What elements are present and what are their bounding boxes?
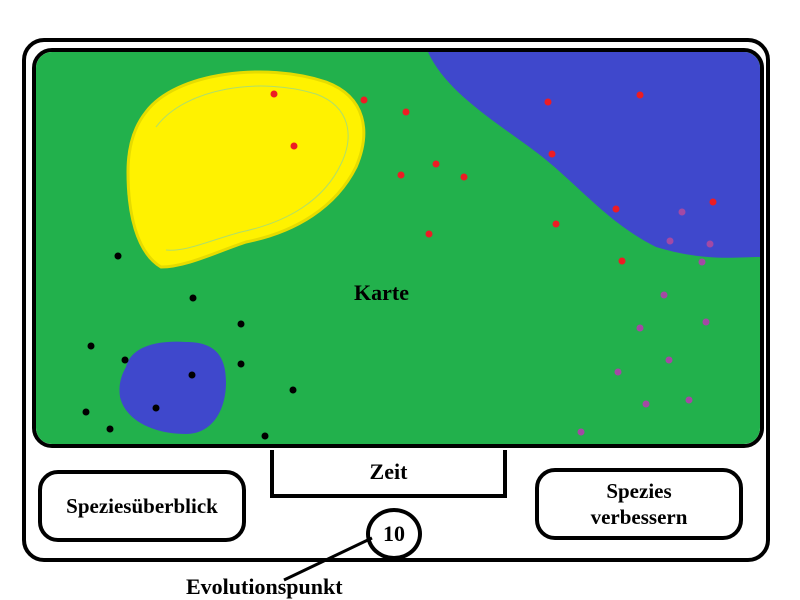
black-species-unit[interactable]: [121, 356, 129, 364]
species-overview-button[interactable]: Speziesüberblick: [38, 470, 246, 542]
time-display: Zeit: [270, 450, 507, 498]
black-species-unit[interactable]: [87, 342, 95, 350]
purple-species-unit[interactable]: [577, 428, 585, 436]
red-species-unit[interactable]: [425, 230, 433, 238]
black-species-unit[interactable]: [152, 404, 160, 412]
species-overview-label: Speziesüberblick: [66, 493, 218, 518]
purple-species-unit[interactable]: [706, 240, 714, 248]
map-canvas: [36, 52, 760, 444]
black-species-unit[interactable]: [189, 294, 197, 302]
purple-species-unit[interactable]: [636, 324, 644, 332]
red-species-unit[interactable]: [636, 91, 644, 99]
red-species-unit[interactable]: [360, 96, 368, 104]
purple-species-unit[interactable]: [665, 356, 673, 364]
red-species-unit[interactable]: [552, 220, 560, 228]
evolution-points-counter: 10: [366, 508, 422, 560]
red-species-unit[interactable]: [270, 90, 278, 98]
world-map[interactable]: Karte: [32, 48, 764, 448]
map-label: Karte: [354, 280, 409, 305]
lake-bottom-left: [119, 341, 226, 434]
red-species-unit[interactable]: [548, 150, 556, 158]
desert-area: [126, 70, 366, 269]
black-species-unit[interactable]: [82, 408, 90, 416]
red-species-unit[interactable]: [460, 173, 468, 181]
purple-species-unit[interactable]: [614, 368, 622, 376]
black-species-unit[interactable]: [188, 371, 196, 379]
red-species-unit[interactable]: [432, 160, 440, 168]
red-species-unit[interactable]: [709, 198, 717, 206]
red-species-unit[interactable]: [618, 257, 626, 265]
black-species-unit[interactable]: [261, 432, 269, 440]
black-species-unit[interactable]: [289, 386, 297, 394]
red-species-unit[interactable]: [544, 98, 552, 106]
red-species-unit[interactable]: [397, 171, 405, 179]
purple-species-unit[interactable]: [685, 396, 693, 404]
sea-top-right: [428, 52, 760, 258]
evolution-points-label: Evolutionspunkt: [186, 574, 343, 599]
purple-species-unit[interactable]: [698, 258, 706, 266]
black-species-unit[interactable]: [114, 252, 122, 260]
red-species-unit[interactable]: [612, 205, 620, 213]
purple-species-unit[interactable]: [678, 208, 686, 216]
black-species-unit[interactable]: [106, 425, 114, 433]
red-species-unit[interactable]: [290, 142, 298, 150]
purple-species-unit[interactable]: [702, 318, 710, 326]
black-species-unit[interactable]: [237, 360, 245, 368]
black-species-unit[interactable]: [237, 320, 245, 328]
purple-species-unit[interactable]: [642, 400, 650, 408]
purple-species-unit[interactable]: [660, 291, 668, 299]
improve-species-button[interactable]: Spezies verbessern: [535, 468, 743, 540]
desert-contour: [155, 85, 349, 251]
red-species-unit[interactable]: [402, 108, 410, 116]
improve-species-label: Spezies verbessern: [590, 478, 688, 529]
purple-species-unit[interactable]: [666, 237, 674, 245]
